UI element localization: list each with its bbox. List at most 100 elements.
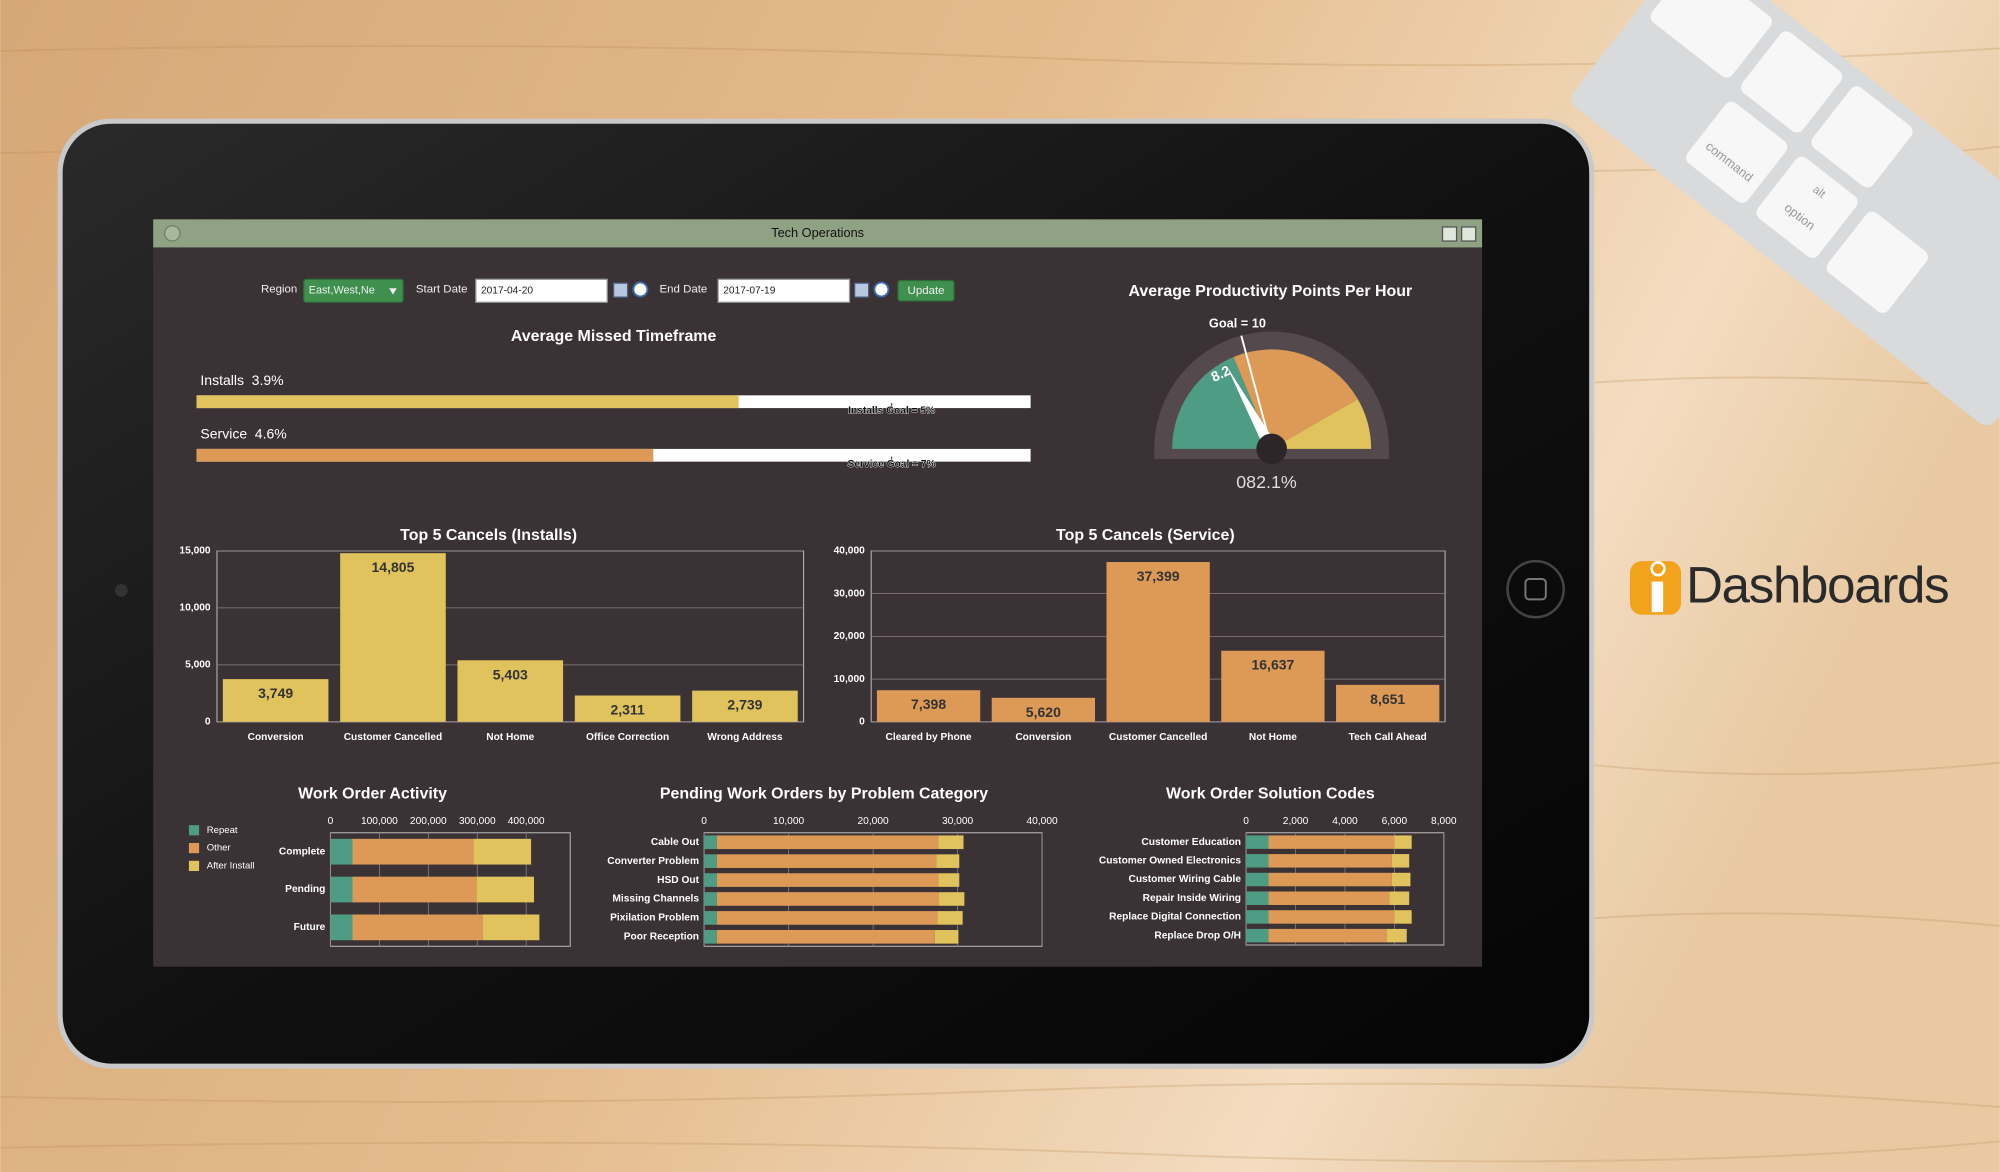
x-tick-label: 400,000: [508, 816, 545, 827]
y-tick-label: Replace Drop O/H: [1154, 930, 1241, 941]
bar: [340, 553, 446, 722]
y-tick-label: 10,000: [834, 674, 865, 685]
y-tick-label: Missing Channels: [612, 894, 699, 905]
bar: [1221, 650, 1325, 722]
bar-segment: [716, 873, 939, 887]
logo-dot: [1650, 561, 1666, 577]
y-tick-label: 10,000: [179, 603, 210, 614]
bar-segment: [704, 854, 717, 868]
bar-segment: [473, 838, 532, 865]
calendar-icon[interactable]: [612, 282, 629, 298]
bar: [692, 690, 798, 722]
bar-segment: [330, 876, 353, 903]
x-tick-label: Tech Call Ahead: [1349, 732, 1427, 743]
bar-segment: [1268, 891, 1390, 905]
charts: Average Missed Timeframe Installs 3.9% Inst…: [179, 283, 1457, 947]
clock-icon[interactable]: [873, 281, 890, 298]
bar: [1336, 684, 1440, 722]
bar-segment: [1394, 910, 1412, 924]
bar: [1106, 562, 1210, 722]
gauge-value-label: 8.2: [1208, 362, 1233, 385]
y-tick-label: 0: [205, 717, 211, 728]
y-tick-label: 20,000: [834, 631, 865, 642]
bullet-bar: [196, 395, 739, 409]
gauge-hub: [1256, 433, 1287, 465]
start-date-input[interactable]: [475, 278, 608, 303]
chart-title: Top 5 Cancels (Installs): [400, 527, 577, 544]
y-tick-label: Future: [294, 922, 326, 933]
bar-segment: [704, 892, 717, 906]
x-tick-label: 10,000: [773, 816, 804, 827]
bar-segment: [704, 911, 717, 925]
y-tick-label: Converter Problem: [607, 856, 699, 867]
x-tick-label: Not Home: [486, 732, 534, 743]
settings-icon[interactable]: [164, 225, 181, 242]
x-tick-label: 200,000: [410, 816, 447, 827]
legend-swatch: [188, 825, 200, 836]
y-tick-label: Customer Education: [1141, 837, 1241, 848]
update-button[interactable]: [897, 279, 955, 302]
y-tick-label: Pending: [285, 884, 325, 895]
legend-swatch: [188, 860, 200, 872]
x-tick-label: 0: [328, 816, 334, 827]
bar-value-label: 3,749: [258, 685, 293, 701]
bar-segment: [330, 914, 353, 941]
maximize-button[interactable]: [1461, 226, 1477, 242]
bar-segment: [352, 838, 474, 865]
minimize-button[interactable]: [1441, 226, 1458, 242]
end-date-input[interactable]: [717, 278, 851, 303]
home-button[interactable]: [1506, 559, 1565, 619]
goal-label: Goal = 10: [1209, 315, 1266, 330]
legend-label: After Install: [207, 860, 255, 871]
gauge-needle: [1226, 365, 1278, 452]
keyboard: command option alt: [1571, 0, 2000, 426]
bar-segment: [716, 892, 940, 906]
bar-segment: [1268, 928, 1387, 943]
bar-segment: [352, 914, 483, 941]
bar-segment: [1246, 910, 1269, 924]
bar-segment: [1246, 891, 1269, 905]
chart-title: Average Missed Timeframe: [511, 328, 717, 345]
y-tick-label: Poor Reception: [624, 932, 699, 943]
home-icon: [1524, 578, 1547, 601]
dropdown-arrow: [389, 288, 397, 295]
bar-value-label: 2,311: [610, 701, 645, 717]
clock-icon[interactable]: [632, 281, 649, 298]
y-tick-label: Pixilation Problem: [610, 913, 699, 924]
bar-segment: [1268, 854, 1392, 868]
brand-name: Dashboards: [1686, 557, 1948, 614]
bar-value-label: 2,739: [727, 697, 762, 713]
legend-label: Other: [207, 843, 232, 854]
legend-label: Repeat: [207, 825, 238, 836]
x-tick-label: Conversion: [1015, 732, 1071, 743]
y-tick-label: 15,000: [179, 546, 210, 557]
bar-segment: [1246, 928, 1269, 943]
gauge-readout: 082.1%: [1236, 472, 1297, 492]
y-tick-label: Complete: [279, 846, 326, 857]
bar-segment: [1246, 854, 1269, 868]
calendar-icon[interactable]: [853, 282, 870, 298]
bar-value-label: 16,637: [1251, 657, 1294, 673]
bar: [574, 695, 681, 722]
bar-value-label: 5,620: [1026, 704, 1061, 720]
brand-logo: Dashboards: [1629, 557, 1950, 615]
x-tick-label: Customer Cancelled: [1109, 732, 1208, 743]
bar-segment: [716, 854, 937, 868]
x-tick-label: 40,000: [1026, 816, 1057, 827]
bar-segment: [716, 930, 935, 944]
bar-segment: [1389, 891, 1410, 905]
bar-value-label: 14,805: [372, 559, 415, 575]
legend-swatch: [188, 842, 200, 854]
bar-segment: [1394, 835, 1412, 849]
bar: [457, 660, 564, 722]
bar-segment: [938, 835, 964, 850]
region-dropdown[interactable]: [303, 278, 404, 303]
x-tick-label: 2,000: [1283, 816, 1309, 827]
update-button-label: Update: [908, 285, 945, 297]
bullet-bar: [196, 448, 654, 462]
x-tick-label: Customer Cancelled: [344, 732, 443, 743]
y-tick-label: Customer Owned Electronics: [1099, 856, 1241, 867]
bar-segment: [1246, 835, 1269, 849]
